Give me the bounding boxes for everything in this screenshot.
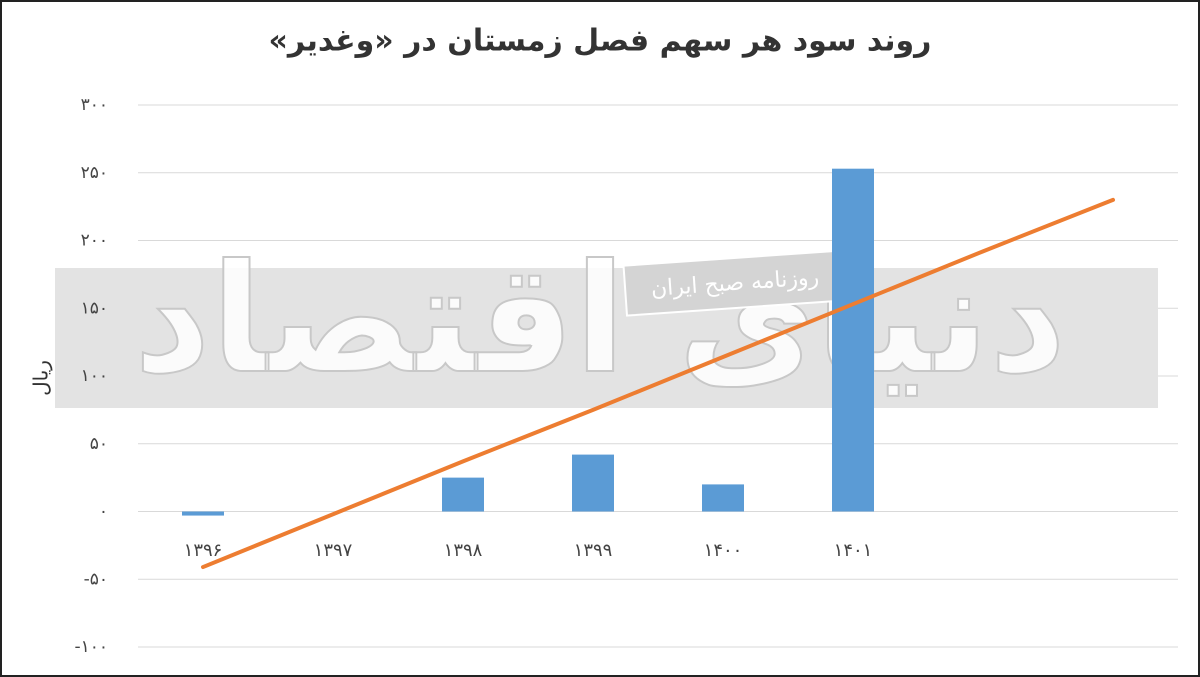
watermark-main: دنیای اقتصاد	[134, 233, 1067, 407]
y-tick-label: -۱۰۰	[74, 637, 108, 657]
bar	[442, 477, 484, 512]
y-tick-label: ۳۰۰	[81, 95, 108, 115]
bar	[702, 484, 744, 512]
x-tick-label: ۱۴۰۰	[704, 540, 743, 561]
watermark: دنیای اقتصاد روزنامه صبح ایران	[55, 232, 1158, 408]
y-tick-label: ۲۰۰	[81, 231, 108, 251]
x-tick-label: ۱۴۰۱	[834, 540, 873, 561]
trend-line	[201, 197, 1115, 570]
watermark-band	[55, 268, 1158, 408]
bar	[572, 454, 614, 512]
bar	[832, 168, 874, 512]
x-tick-label: ۱۳۹۹	[574, 540, 613, 561]
y-tick-label: -۵۰	[84, 569, 108, 589]
y-tick-label: ۰	[99, 502, 108, 522]
x-tick-label: ۱۳۹۷	[314, 540, 353, 561]
y-tick-label: ۱۰۰	[81, 366, 108, 386]
y-axis-label: ریال	[29, 360, 53, 396]
chart-title: روند سود هر سهم فصل زمستان در «وغدیر»	[269, 24, 932, 59]
x-tick-label: ۱۳۹۶	[184, 540, 223, 561]
y-tick-label: ۲۵۰	[81, 163, 108, 183]
x-tick-label: ۱۳۹۸	[444, 540, 483, 561]
y-tick-label: ۱۵۰	[81, 298, 108, 318]
bar	[182, 511, 224, 516]
y-tick-label: ۵۰	[90, 434, 108, 454]
